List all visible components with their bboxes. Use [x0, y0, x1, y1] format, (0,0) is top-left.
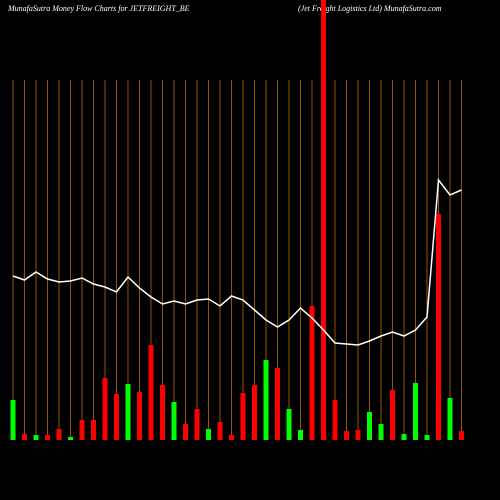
bar [447, 398, 453, 440]
chart-title: MunafaSutra Money Flow Charts for JETFRE… [7, 4, 190, 13]
bar [125, 384, 131, 440]
bar [401, 434, 407, 440]
bar [79, 420, 85, 440]
bar [252, 385, 257, 440]
bar [424, 435, 430, 440]
money-flow-line [12, 178, 462, 346]
bar [171, 402, 177, 440]
bar [56, 429, 62, 440]
bar [45, 435, 50, 440]
bar [102, 378, 108, 440]
bar [160, 385, 165, 440]
bar [436, 214, 441, 440]
chart-subtitle: (Jet Freight Logistics Ltd) MunafaSutra.… [298, 4, 442, 13]
bar [10, 400, 16, 440]
bar [229, 435, 234, 440]
bar [217, 422, 223, 440]
bar [459, 431, 464, 440]
bar [332, 400, 338, 440]
bar [378, 424, 384, 440]
bar [275, 368, 280, 440]
bar [321, 0, 326, 440]
bar [286, 409, 292, 440]
bar [33, 435, 39, 440]
bar [240, 393, 246, 440]
bar [22, 434, 27, 440]
bar [355, 430, 361, 440]
bar [194, 409, 200, 440]
bar [263, 360, 269, 440]
bar [390, 390, 395, 440]
bar [148, 345, 154, 440]
bar [309, 306, 315, 440]
bar [298, 430, 303, 440]
bar [206, 429, 211, 440]
bar [367, 412, 372, 440]
bar [68, 437, 73, 440]
bar [91, 420, 96, 440]
bar [137, 392, 142, 440]
bar [413, 383, 418, 440]
bar [114, 394, 119, 440]
bar [183, 424, 188, 440]
bar [344, 431, 349, 440]
